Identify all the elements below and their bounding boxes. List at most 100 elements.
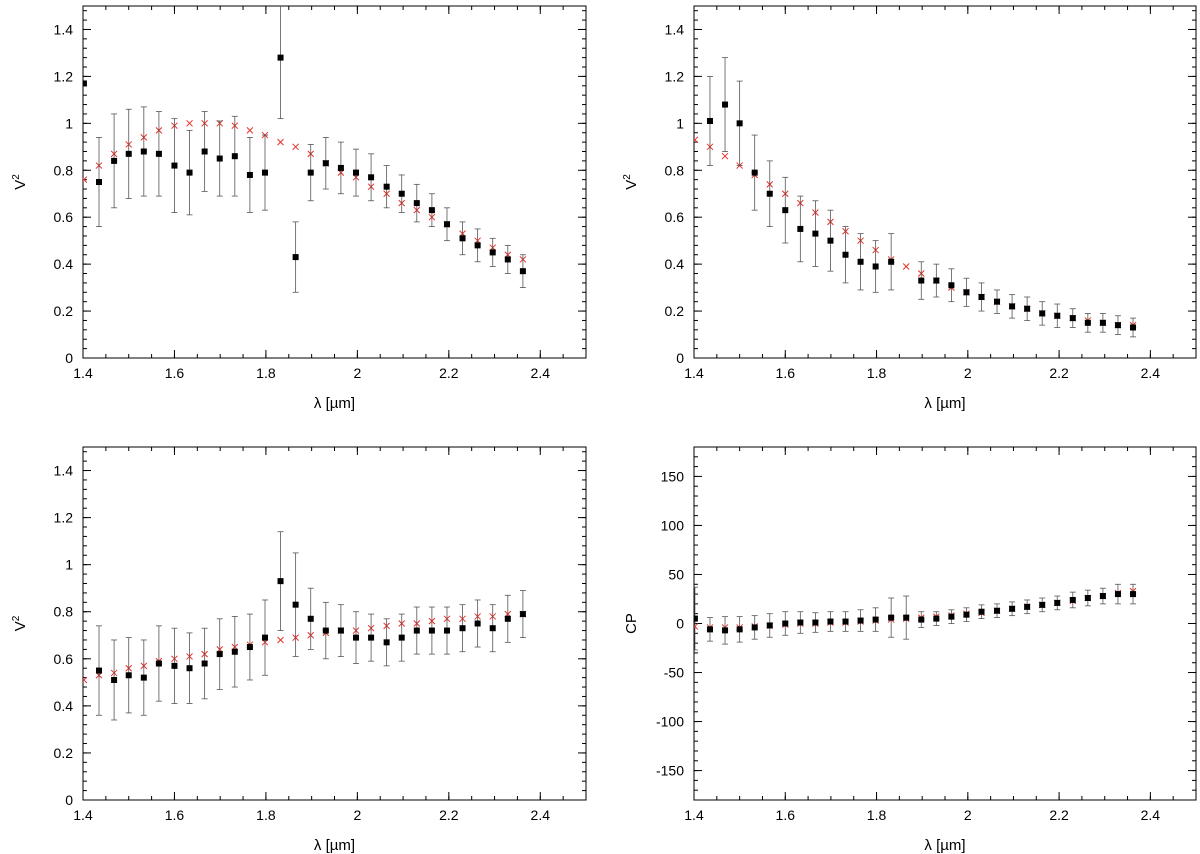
x-tick-label: 2.4 xyxy=(531,807,551,823)
data-point xyxy=(322,627,329,634)
x-tick-label: 2 xyxy=(964,365,972,381)
x-tick-label: 1.6 xyxy=(165,807,185,823)
data-point xyxy=(125,672,132,679)
x-tick-label: 1.8 xyxy=(867,365,887,381)
data-point xyxy=(1054,312,1061,319)
data-point xyxy=(827,237,834,244)
y-tick-label: 0.6 xyxy=(54,651,74,667)
panel-bottom-left: 1.4 1.6 1.8 2 2.2 2.4 0 0.2 0.4 0.6 0.8 1 1.2 1.4 λ [µ… xyxy=(11,446,587,854)
y-tick-label: 50 xyxy=(668,566,684,582)
x-tick-label: 2.2 xyxy=(1049,365,1069,381)
data-point xyxy=(459,235,466,242)
data-point xyxy=(155,660,162,667)
y-tick-label: 100 xyxy=(661,517,685,533)
data-point xyxy=(489,625,496,632)
y-tick-label: 1 xyxy=(65,115,73,131)
data-point xyxy=(722,101,729,108)
data-point xyxy=(872,263,879,270)
data-point xyxy=(292,601,299,608)
data-point xyxy=(1114,591,1121,598)
data-point xyxy=(504,256,511,263)
data-point xyxy=(933,277,940,284)
x-axis-label: λ [µm] xyxy=(314,837,355,854)
x-tick-label: 1.6 xyxy=(165,365,185,381)
x-tick-label: 2.4 xyxy=(1141,365,1161,381)
data-point xyxy=(474,620,481,627)
data-point xyxy=(706,626,713,633)
data-point xyxy=(383,183,390,190)
panel-top-left: 1.4 1.6 1.8 2 2.2 2.4 0 0.2 0.4 0.6 0.8 1 1.2 1.4 λ [µ… xyxy=(11,5,587,412)
y-tick-label: 0.4 xyxy=(665,256,685,272)
y-axis-label: V2 xyxy=(11,615,29,631)
data-point xyxy=(797,619,804,626)
data-point xyxy=(171,662,178,669)
y-axis-label: V2 xyxy=(622,174,640,190)
data-point xyxy=(706,117,713,124)
data-point xyxy=(398,190,405,197)
y-tick-label: 0 xyxy=(65,350,73,366)
data-point xyxy=(1054,599,1061,606)
data-point xyxy=(428,627,435,634)
data-point xyxy=(171,162,178,169)
x-axis-label: λ [µm] xyxy=(924,395,965,412)
data-point xyxy=(766,190,773,197)
data-point xyxy=(322,160,329,167)
x-tick-label: 1.4 xyxy=(684,365,704,381)
data-point xyxy=(994,298,1001,305)
model-point xyxy=(694,136,699,144)
model-point xyxy=(721,152,729,160)
model-point xyxy=(292,143,299,151)
data-point xyxy=(1130,324,1137,331)
data-point xyxy=(857,258,864,265)
data-point xyxy=(337,164,344,171)
data-point xyxy=(694,615,698,622)
data-point xyxy=(443,627,450,634)
data-point xyxy=(292,254,299,261)
y-tick-label: -150 xyxy=(656,763,684,779)
x-tick-label: 2.2 xyxy=(439,807,459,823)
y-tick-label: 1.4 xyxy=(54,21,74,37)
y-tick-label: 1 xyxy=(65,557,73,573)
data-point xyxy=(1084,319,1091,326)
data-point xyxy=(1039,310,1046,317)
data-point xyxy=(797,225,804,232)
y-tick-label: 0.2 xyxy=(665,303,685,319)
data-point xyxy=(201,148,208,155)
data-point xyxy=(948,282,955,289)
data-point xyxy=(231,153,238,160)
data-point xyxy=(231,648,238,655)
y-tick-label: 1.2 xyxy=(54,68,74,84)
data-point xyxy=(722,627,729,634)
plot-area xyxy=(83,531,527,721)
panel-top-right: 1.4 1.6 1.8 2 2.2 2.4 0 0.2 0.4 0.6 0.8 1 1.2 1.4 λ [µ… xyxy=(622,5,1197,412)
data-point xyxy=(413,200,420,207)
x-tick-label: 1.4 xyxy=(73,365,93,381)
data-point xyxy=(428,207,435,214)
data-point xyxy=(1024,305,1031,312)
data-point xyxy=(96,667,103,674)
y-tick-label: 1.4 xyxy=(54,463,74,479)
data-point xyxy=(216,155,223,162)
model-point xyxy=(83,676,88,684)
data-point xyxy=(246,644,253,651)
data-point xyxy=(1084,595,1091,602)
data-point xyxy=(1009,303,1016,310)
data-point xyxy=(978,608,985,615)
data-point xyxy=(766,622,773,629)
x-tick-label: 2 xyxy=(964,807,972,823)
x-tick-label: 1.8 xyxy=(256,807,276,823)
y-tick-label: 0.6 xyxy=(54,209,74,225)
y-tick-label: 150 xyxy=(661,468,685,484)
data-point xyxy=(842,618,849,625)
data-point xyxy=(903,614,910,621)
y-tick-label: 1.4 xyxy=(665,21,685,37)
data-point xyxy=(948,613,955,620)
data-point xyxy=(888,614,895,621)
data-point xyxy=(398,634,405,641)
data-point xyxy=(1009,605,1016,612)
data-point xyxy=(1069,315,1076,322)
model-point xyxy=(277,138,284,146)
data-point xyxy=(261,634,268,641)
plot-frame xyxy=(82,446,587,801)
data-point xyxy=(918,277,925,284)
